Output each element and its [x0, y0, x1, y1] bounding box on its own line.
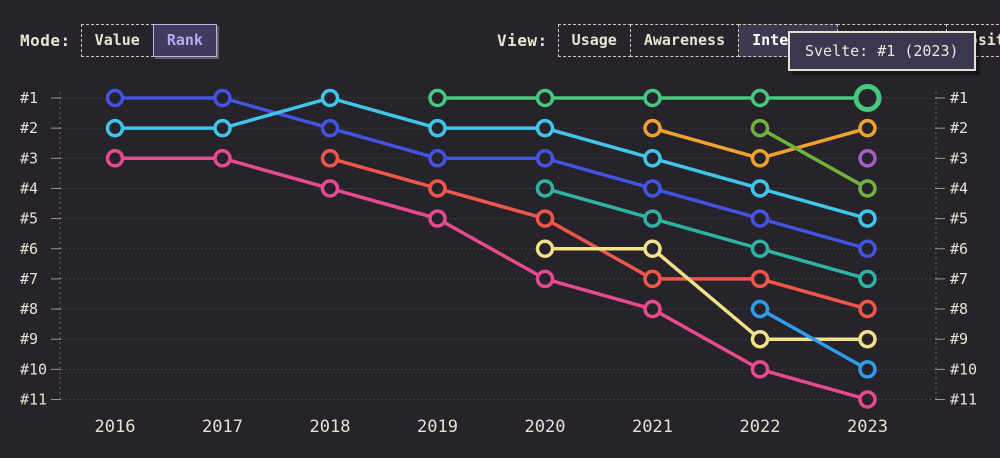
data-point-cyan-2017[interactable]	[213, 118, 232, 138]
data-point-magenta-2019[interactable]	[428, 209, 447, 228]
mode-button-value[interactable]: Value	[80, 24, 154, 57]
y-axis-label-left-3: #3	[20, 149, 38, 167]
data-point-cyan-2022[interactable]	[750, 179, 770, 198]
mode-control: Mode: Value Rank	[20, 24, 217, 57]
data-point-cyan-2023[interactable]	[858, 209, 877, 228]
series-line-light-blue	[758, 307, 870, 372]
data-point-cyan-2016[interactable]	[105, 118, 125, 138]
tooltip: Svelte: #1 (2023)	[788, 31, 976, 71]
x-axis-label-2018: 2018	[310, 417, 351, 437]
data-point-salmon-2019[interactable]	[428, 179, 447, 198]
y-axis-label-right-5: #5	[950, 210, 968, 228]
y-axis-label-right-7: #7	[950, 270, 968, 288]
view-button-awareness[interactable]: Awareness	[629, 24, 740, 57]
view-label: View:	[497, 31, 548, 50]
x-axis-label-2016: 2016	[95, 417, 136, 437]
y-axis-label-right-3: #3	[950, 149, 968, 167]
data-point-magenta-2022[interactable]	[750, 360, 770, 379]
y-axis-label-right-8: #8	[950, 300, 968, 318]
data-point-svelte-green-2020[interactable]	[535, 88, 555, 108]
series-line-teal	[543, 186, 870, 281]
data-point-magenta-2020[interactable]	[535, 269, 555, 289]
data-point-salmon-2018[interactable]	[320, 149, 340, 168]
data-point-purple-2023[interactable]	[858, 149, 877, 168]
data-point-salmon-2023[interactable]	[858, 299, 877, 319]
mode-label: Mode:	[20, 31, 71, 50]
y-axis-label-left-6: #6	[20, 240, 38, 258]
data-point-blue-2022[interactable]	[750, 209, 770, 228]
data-point-blue-2016[interactable]	[105, 88, 125, 108]
data-point-yellow-2022[interactable]	[750, 329, 770, 349]
data-point-yellow-2023[interactable]	[858, 329, 877, 349]
data-point-magenta-2018[interactable]	[320, 179, 340, 198]
data-point-magenta-2016[interactable]	[105, 149, 125, 168]
view-button-usage[interactable]: Usage	[557, 24, 631, 57]
y-axis-label-right-10: #10	[950, 360, 977, 378]
x-axis-label-2017: 2017	[202, 417, 243, 437]
y-axis-label-left-10: #10	[20, 360, 47, 378]
data-point-lime-2023[interactable]	[858, 179, 877, 198]
highlighted-data-point-svelte-green-2023[interactable]	[853, 84, 882, 112]
data-point-magenta-2023[interactable]	[858, 390, 877, 409]
data-point-orange-2022[interactable]	[750, 149, 770, 168]
data-point-salmon-2022[interactable]	[750, 269, 770, 289]
x-axis-label-2022: 2022	[740, 417, 781, 437]
data-point-blue-2023[interactable]	[858, 239, 877, 258]
data-point-cyan-2018[interactable]	[320, 88, 340, 108]
data-point-blue-2019[interactable]	[428, 149, 447, 168]
data-point-light-blue-2022[interactable]	[750, 299, 770, 319]
data-point-teal-2023[interactable]	[858, 269, 877, 289]
data-point-magenta-2021[interactable]	[643, 299, 662, 319]
y-axis-label-right-1: #1	[950, 89, 968, 107]
data-point-teal-2020[interactable]	[535, 179, 555, 198]
x-axis-label-2019: 2019	[417, 417, 458, 437]
series-line-magenta	[113, 156, 870, 402]
data-point-salmon-2020[interactable]	[535, 209, 555, 228]
y-axis-label-left-4: #4	[20, 179, 38, 197]
data-point-lime-2022[interactable]	[750, 118, 770, 138]
data-point-blue-2021[interactable]	[643, 179, 662, 198]
y-axis-label-right-2: #2	[950, 119, 968, 137]
series-line-salmon	[328, 156, 870, 311]
y-axis-label-right-9: #9	[950, 330, 968, 348]
data-point-yellow-2020[interactable]	[535, 239, 555, 258]
y-axis-label-right-4: #4	[950, 179, 968, 197]
data-point-cyan-2019[interactable]	[428, 118, 447, 138]
mode-button-rank[interactable]: Rank	[152, 24, 217, 57]
data-point-teal-2022[interactable]	[750, 239, 770, 258]
y-axis-label-right-6: #6	[950, 240, 968, 258]
x-axis-label-2020: 2020	[525, 417, 566, 437]
data-point-orange-2021[interactable]	[643, 118, 662, 138]
data-point-blue-2020[interactable]	[535, 149, 555, 168]
data-point-light-blue-2023[interactable]	[858, 360, 877, 379]
data-point-orange-2023[interactable]	[858, 118, 877, 138]
data-point-svelte-green-2019[interactable]	[428, 88, 447, 108]
y-axis-label-right-11: #11	[950, 391, 977, 409]
data-point-cyan-2020[interactable]	[535, 118, 555, 138]
y-axis-label-left-5: #5	[20, 210, 38, 228]
y-axis-label-left-9: #9	[20, 330, 38, 348]
series-line-lime	[758, 126, 870, 191]
data-point-cyan-2021[interactable]	[643, 149, 662, 168]
data-point-blue-2017[interactable]	[213, 88, 232, 108]
x-axis-label-2023: 2023	[847, 417, 888, 437]
y-axis-label-left-8: #8	[20, 300, 38, 318]
mode-buttons: Value Rank	[80, 24, 217, 57]
series-line-blue	[113, 96, 870, 251]
data-point-yellow-2021[interactable]	[643, 239, 662, 258]
data-point-magenta-2017[interactable]	[213, 149, 232, 168]
tooltip-text: Svelte: #1 (2023)	[805, 42, 959, 60]
y-axis-label-left-11: #11	[20, 391, 47, 409]
y-axis-label-left-2: #2	[20, 119, 38, 137]
data-point-blue-2018[interactable]	[320, 118, 340, 138]
data-point-teal-2021[interactable]	[643, 209, 662, 228]
y-axis-label-left-1: #1	[20, 89, 38, 107]
data-point-svelte-green-2022[interactable]	[750, 88, 770, 108]
y-axis-label-left-7: #7	[20, 270, 38, 288]
data-point-salmon-2021[interactable]	[643, 269, 662, 289]
series-line-cyan	[113, 96, 870, 221]
data-point-svelte-green-2021[interactable]	[643, 88, 662, 108]
x-axis-label-2021: 2021	[632, 417, 673, 437]
